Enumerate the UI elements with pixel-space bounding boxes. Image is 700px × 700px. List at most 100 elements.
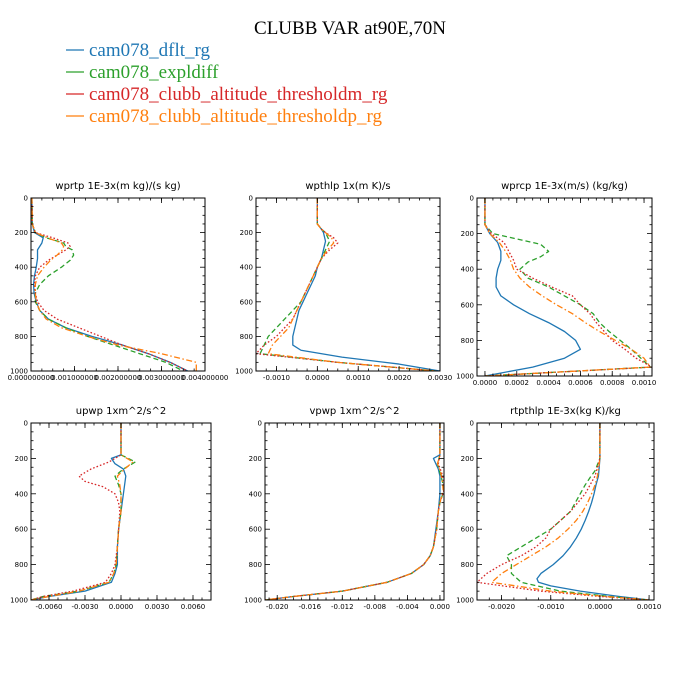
- y-tick-label: 800: [461, 561, 474, 569]
- panel: wprtp 1E-3x(m kg)/(s kg) 0 200 400 600 800 100…: [8, 181, 229, 382]
- panel: upwp 1xm^2/s^2 0 200 400 600 800 1000 -0.0060 -0…: [10, 406, 212, 611]
- series-line: [484, 198, 652, 376]
- legend-label: cam078_dflt_rg: [89, 40, 211, 61]
- y-tick-label: 1000: [235, 368, 253, 376]
- y-tick-label: 400: [461, 266, 474, 274]
- legend-item: cam078_clubb_altitude_thresholdm_rg: [66, 84, 388, 105]
- legend-item: cam078_expldiff: [66, 62, 219, 83]
- x-tick-label: 0.0008: [600, 379, 625, 387]
- x-tick-label: 0.003000000: [138, 374, 185, 382]
- legend: cam078_dflt_rgcam078_expldiffcam078_club…: [66, 40, 388, 127]
- y-tick-label: 200: [240, 229, 253, 237]
- series-line: [477, 423, 650, 600]
- y-tick-label: 400: [240, 264, 253, 272]
- x-tick-label: -0.0020: [488, 603, 515, 611]
- panel-frame: [476, 422, 655, 601]
- x-tick-label: -0.0010: [537, 603, 564, 611]
- y-tick-label: 200: [461, 455, 474, 463]
- y-tick-label: 800: [15, 333, 28, 341]
- panel-title: wprcp 1E-3x(m/s) (kg/kg): [501, 181, 628, 192]
- y-tick-label: 0: [249, 195, 253, 203]
- x-tick-label: 0.0010: [637, 603, 662, 611]
- series-line: [484, 198, 652, 376]
- legend-label: cam078_clubb_altitude_thresholdp_rg: [89, 106, 383, 127]
- y-tick-label: 600: [461, 301, 474, 309]
- x-tick-label: 0.0030: [145, 603, 170, 611]
- x-tick-label: 0.0000: [109, 603, 134, 611]
- series-line: [31, 198, 197, 371]
- series-line: [265, 423, 444, 600]
- x-tick-label: 0.002000000: [95, 374, 142, 382]
- x-tick-label: 0.0002: [505, 379, 530, 387]
- y-tick-label: 200: [15, 455, 28, 463]
- x-tick-label: -0.0010: [263, 374, 290, 382]
- legend-item: cam078_dflt_rg: [66, 40, 211, 61]
- y-tick-label: 600: [461, 526, 474, 534]
- series-line: [31, 198, 188, 371]
- y-tick-label: 800: [249, 561, 262, 569]
- series-line: [267, 198, 436, 371]
- panel-title: vpwp 1xm^2/s^2: [309, 406, 399, 417]
- x-tick-label: -0.020: [266, 603, 289, 611]
- x-tick-label: 0.0000: [473, 379, 498, 387]
- x-tick-label: 0.0000: [305, 374, 330, 382]
- series-group: [31, 423, 137, 600]
- x-tick-label: 0.0010: [632, 379, 657, 387]
- y-tick-label: 0: [470, 420, 474, 428]
- panels-grid: wprtp 1E-3x(m kg)/(s kg) 0 200 400 600 800 100…: [8, 181, 662, 611]
- series-line: [265, 423, 444, 600]
- x-tick-label: 0.001000000: [51, 374, 98, 382]
- x-tick-label: 0.000000000: [8, 374, 55, 382]
- y-tick-label: 400: [15, 264, 28, 272]
- x-tick-label: 0.0000: [588, 603, 613, 611]
- series-line: [536, 423, 650, 600]
- x-tick-label: 0.0004: [536, 379, 561, 387]
- y-tick-label: 600: [240, 298, 253, 306]
- y-tick-label: 200: [461, 230, 474, 238]
- y-tick-label: 1000: [456, 597, 474, 605]
- legend-item: cam078_clubb_altitude_thresholdp_rg: [66, 106, 383, 127]
- x-tick-label: 0.0030: [428, 374, 453, 382]
- y-tick-label: 400: [461, 490, 474, 498]
- y-tick-label: 400: [15, 490, 28, 498]
- x-tick-label: 0.004000000: [182, 374, 229, 382]
- y-tick-label: 800: [461, 337, 474, 345]
- panel-title: wpthlp 1x(m K)/s: [305, 181, 390, 192]
- y-tick-label: 1000: [456, 373, 474, 381]
- series-line: [265, 423, 444, 600]
- series-line: [31, 423, 134, 600]
- y-tick-label: 0: [258, 420, 262, 428]
- series-line: [484, 198, 582, 376]
- y-tick-label: 0: [470, 195, 474, 203]
- series-line: [31, 423, 127, 600]
- panel: vpwp 1xm^2/s^2 0 200 400 600 800 1000 -0.020 -0.…: [244, 406, 450, 611]
- y-tick-label: 600: [15, 526, 28, 534]
- series-line: [256, 198, 436, 371]
- panel: rtpthlp 1E-3x(kg K)/kg 0 200 400 600 800 1000 -…: [456, 406, 661, 611]
- series-group: [484, 198, 652, 376]
- x-tick-label: 0.0060: [181, 603, 206, 611]
- x-tick-label: -0.012: [331, 603, 354, 611]
- figure-title: CLUBB VAR at90E,70N: [254, 18, 446, 39]
- y-tick-label: 0: [24, 420, 28, 428]
- series-line: [31, 423, 122, 600]
- panel-frame: [264, 422, 445, 601]
- x-tick-label: 0.0010: [346, 374, 371, 382]
- y-tick-label: 800: [15, 561, 28, 569]
- series-line: [491, 423, 650, 600]
- x-tick-label: -0.0030: [71, 603, 98, 611]
- series-line: [31, 198, 188, 371]
- panel-frame: [255, 197, 441, 372]
- series-group: [265, 423, 444, 600]
- series-line: [265, 423, 441, 600]
- y-tick-label: 1000: [244, 597, 262, 605]
- x-tick-label: 0.0006: [568, 379, 593, 387]
- series-group: [256, 198, 440, 371]
- panel: wprcp 1E-3x(m/s) (kg/kg) 0 200 400 600 800 100…: [456, 181, 656, 387]
- y-tick-label: 1000: [10, 368, 28, 376]
- panel-title: upwp 1xm^2/s^2: [76, 406, 166, 417]
- x-tick-label: -0.008: [364, 603, 387, 611]
- y-tick-label: 200: [249, 455, 262, 463]
- x-tick-label: -0.016: [298, 603, 321, 611]
